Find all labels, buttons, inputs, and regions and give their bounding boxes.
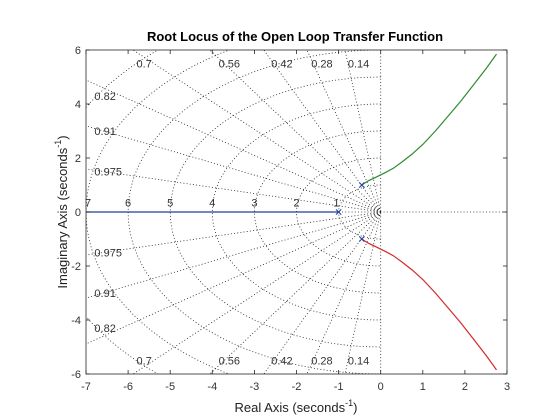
damping-ray-7-upper <box>86 168 381 213</box>
damping-label-1: 0.56 <box>219 59 240 71</box>
damping-label-8: 0.975 <box>94 248 122 260</box>
damping-label-3: 0.28 <box>311 59 332 71</box>
pole-marker-0 <box>335 209 342 215</box>
damping-ray-0-lower <box>344 211 382 374</box>
pole-marker-2 <box>358 236 365 242</box>
damping-ray-7-lower <box>86 211 381 256</box>
damping-label-4: 0.14 <box>348 59 369 71</box>
y-tick-label-6: 6 <box>75 45 81 57</box>
y-tick-label-3: 0 <box>75 207 81 219</box>
pole-marker-1 <box>358 182 365 188</box>
damping-label-15: 0.14 <box>348 356 369 368</box>
damping-ray-1-lower <box>306 211 382 374</box>
x-tick-label-5: -2 <box>292 381 302 393</box>
frequency-label-1: 6 <box>125 198 131 210</box>
frequency-label-3: 4 <box>209 198 215 210</box>
x-tick-label-9: 2 <box>462 381 468 393</box>
x-tick-label-7: 0 <box>378 381 384 393</box>
damping-label-0: 0.7 <box>137 59 152 71</box>
pole-stroke-b <box>335 209 342 215</box>
wn-circle-5 <box>169 76 381 348</box>
y-tick-label-5: 4 <box>75 99 81 111</box>
series-layer <box>86 53 497 371</box>
frequency-label-0: 7 <box>85 198 91 210</box>
x-tick-label-4: -3 <box>250 381 260 393</box>
frequency-label-5: 2 <box>293 198 299 210</box>
locus-branch-1 <box>361 53 497 186</box>
damping-label-2: 0.42 <box>271 59 292 71</box>
damping-label-14: 0.28 <box>311 356 332 368</box>
pole-stroke-b <box>358 182 365 188</box>
frequency-label-6: 1 <box>333 198 339 210</box>
x-tick-label-8: 1 <box>420 381 426 393</box>
wn-circle-6 <box>127 50 381 374</box>
damping-label-11: 0.7 <box>137 356 152 368</box>
wn-circle-2 <box>296 157 381 267</box>
y-tick-label-1: -4 <box>71 315 81 327</box>
damping-label-12: 0.56 <box>219 356 240 368</box>
frequency-label-2: 5 <box>167 198 173 210</box>
x-tick-label-10: 3 <box>504 381 510 393</box>
frequency-label-4: 3 <box>251 198 257 210</box>
damping-label-5: 0.82 <box>94 91 115 103</box>
x-tick-label-6: -1 <box>334 381 344 393</box>
x-tick-label-1: -6 <box>123 381 133 393</box>
pole-stroke-b <box>358 236 365 242</box>
y-tick-label-4: 2 <box>75 153 81 165</box>
damping-label-10: 0.82 <box>94 323 115 335</box>
x-axis-label: Real Axis (seconds-1) <box>235 398 358 415</box>
damping-label-9: 0.91 <box>94 288 115 300</box>
damping-label-6: 0.91 <box>94 126 115 138</box>
x-tick-label-2: -5 <box>165 381 175 393</box>
x-tick-label-0: -7 <box>81 381 91 393</box>
wn-circle-3 <box>253 130 381 294</box>
grid-labels-layer: 0.7 0.56 0.42 0.28 0.14 0.82 0.91 0.975 0.975 0.9… <box>85 59 369 368</box>
chart-title: Root Locus of the Open Loop Transfer Fun… <box>147 29 443 44</box>
damping-label-13: 0.42 <box>271 356 292 368</box>
y-axis-label: Imaginary Axis (seconds-1) <box>53 135 70 288</box>
y-tick-label-2: -2 <box>71 261 81 273</box>
y-tick-label-0: -6 <box>71 369 81 381</box>
x-tick-label-3: -4 <box>207 381 217 393</box>
poles-layer <box>335 182 365 242</box>
damping-label-7: 0.975 <box>94 167 122 179</box>
locus-branch-2 <box>361 238 497 371</box>
